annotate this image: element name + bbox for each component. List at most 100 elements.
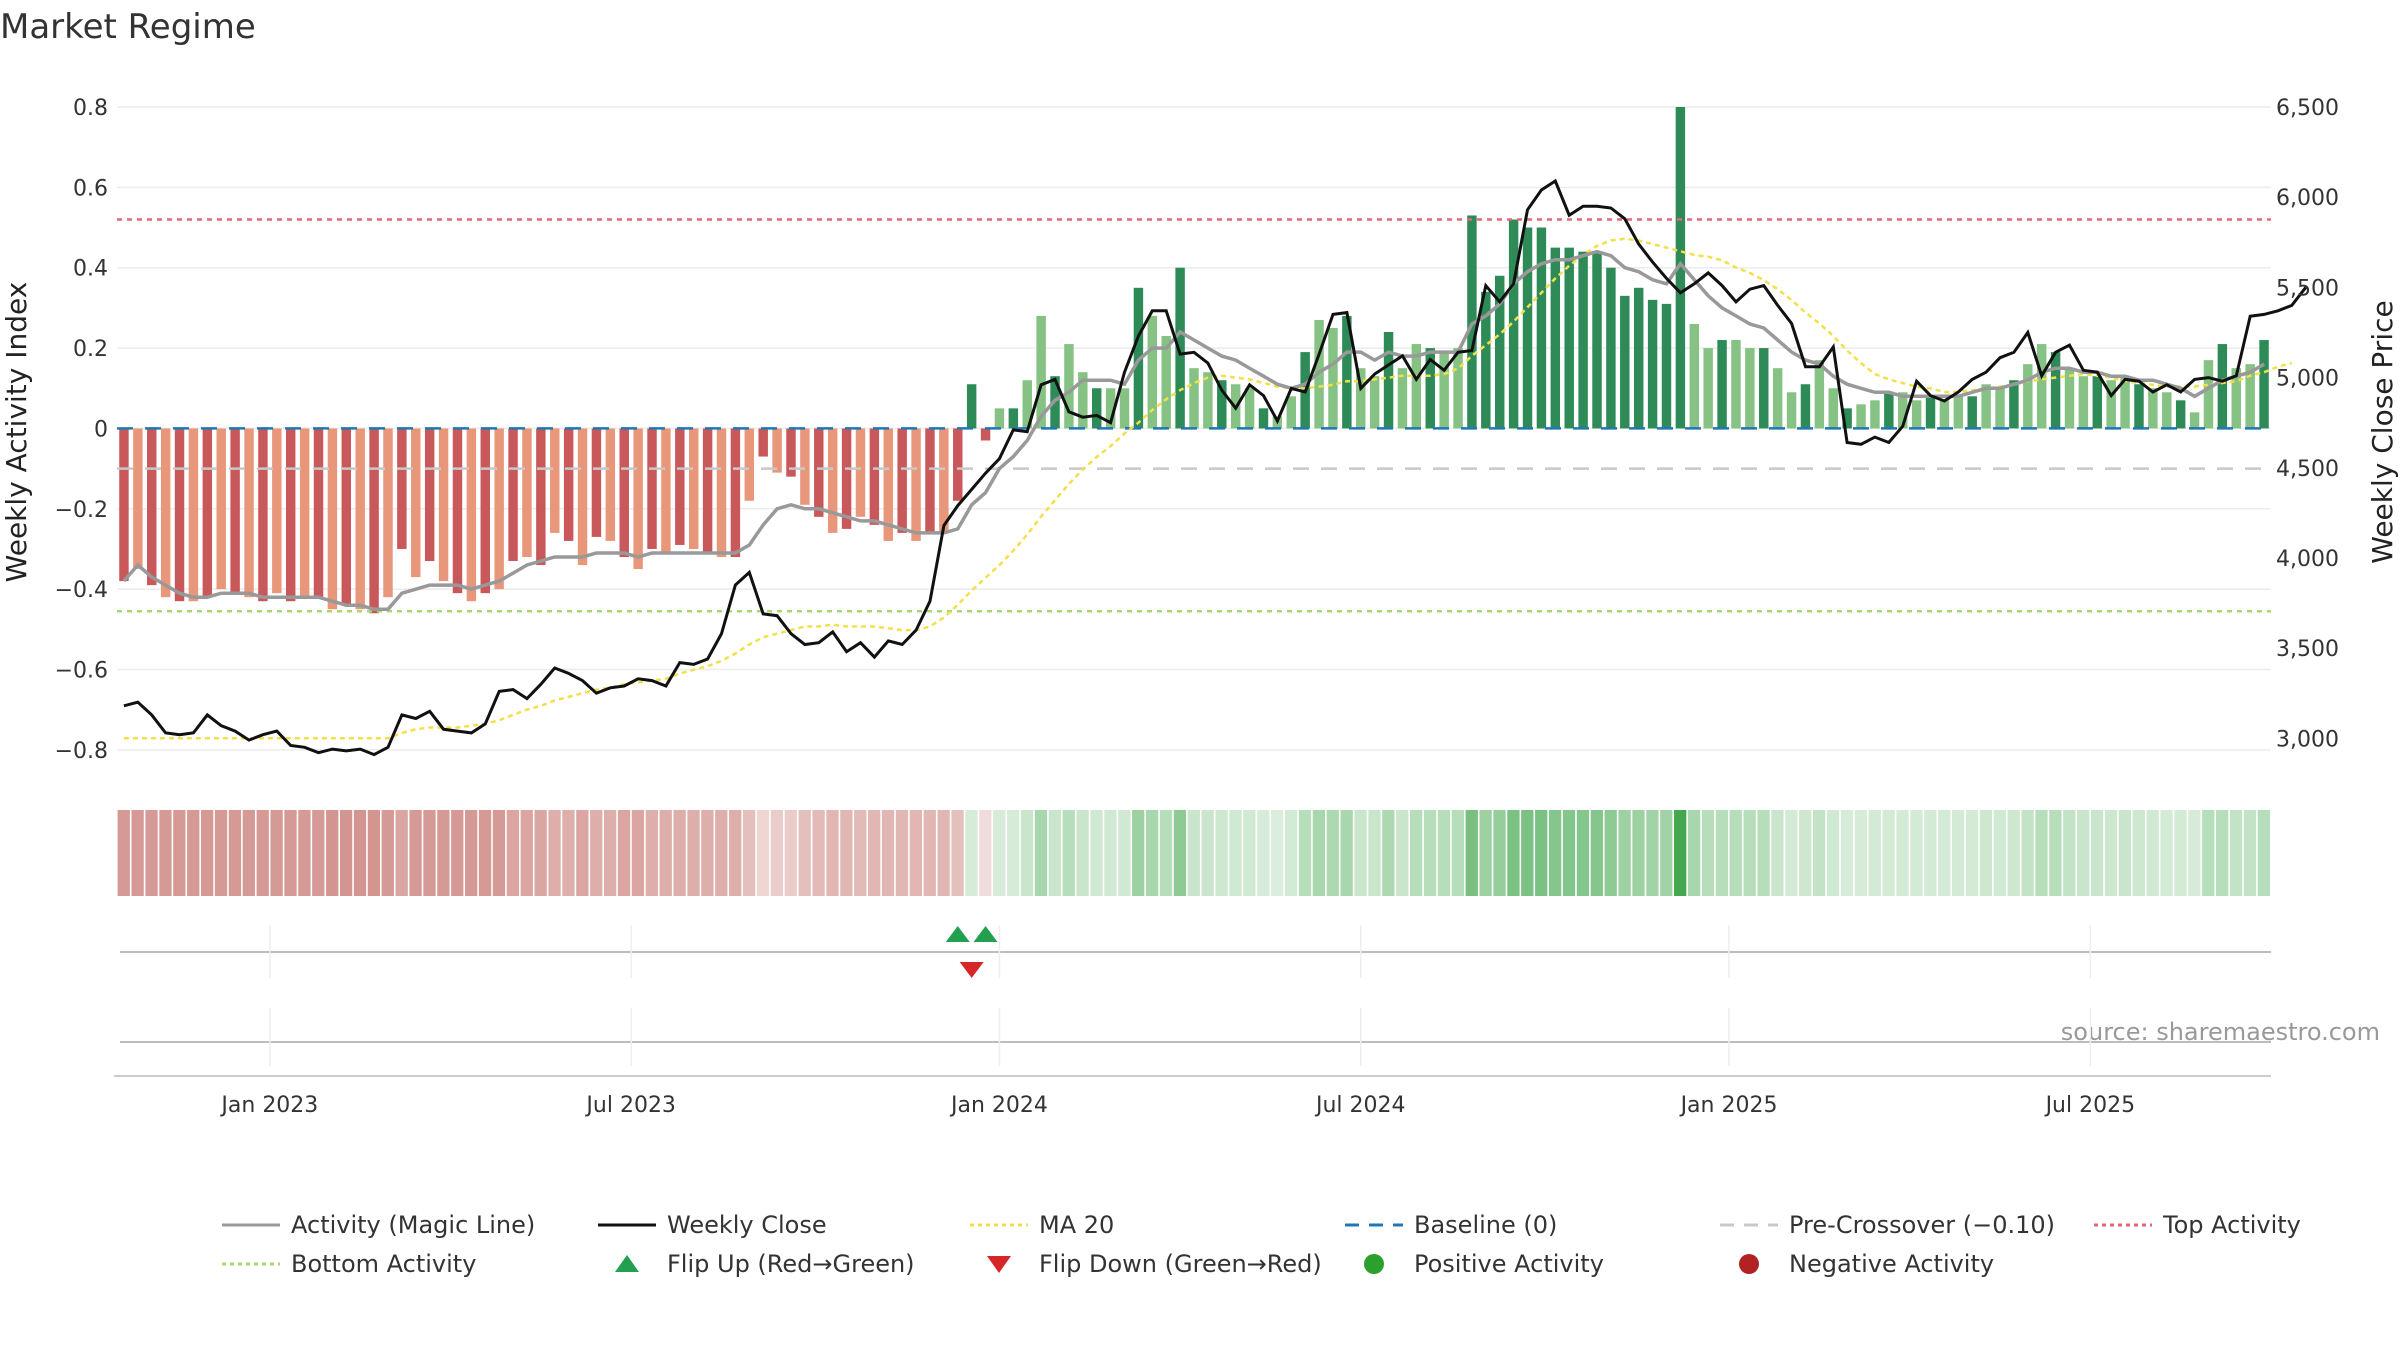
- activity-bar: [1161, 336, 1171, 429]
- activity-bar: [119, 428, 129, 582]
- activity-bar: [522, 428, 532, 558]
- heat-cell: [1215, 810, 1228, 896]
- activity-bar: [299, 428, 310, 598]
- heat-cell: [214, 810, 228, 896]
- heat-cell: [159, 810, 172, 896]
- heat-cell: [937, 810, 950, 896]
- activity-bar: [1870, 400, 1880, 429]
- heat-cell: [631, 810, 645, 896]
- heat-cell: [1159, 810, 1173, 896]
- y-right-tick-label: 5,500: [2276, 276, 2339, 301]
- activity-bar: [1508, 219, 1519, 429]
- activity-bar: [369, 428, 379, 614]
- activity-bar: [272, 428, 282, 594]
- heat-cell: [576, 810, 589, 896]
- heat-cell: [270, 810, 283, 896]
- activity-bar: [1953, 396, 1964, 429]
- heat-cell: [1201, 810, 1214, 896]
- legend-item: Positive Activity: [1364, 1250, 1604, 1278]
- heat-cell: [534, 810, 547, 896]
- activity-bar: [2148, 388, 2158, 429]
- x-tick-label: Jan 2023: [219, 1093, 318, 1118]
- heat-cell: [1924, 810, 1937, 896]
- activity-bar: [1383, 332, 1394, 429]
- heat-cell: [1034, 810, 1048, 896]
- legend-item: Weekly Close: [598, 1211, 827, 1239]
- activity-bar: [2134, 384, 2144, 429]
- heat-cell: [242, 810, 255, 896]
- heat-cell: [2243, 810, 2257, 896]
- heat-cell: [1298, 810, 1312, 896]
- activity-bar: [1689, 323, 1700, 429]
- activity-bar: [2036, 344, 2047, 429]
- activity-bar: [174, 428, 185, 602]
- activity-bar: [230, 428, 240, 594]
- heat-cell: [1243, 810, 1256, 896]
- activity-bar: [466, 428, 477, 602]
- heat-cell: [1882, 810, 1895, 896]
- heat-cell: [2132, 810, 2145, 896]
- heat-cell: [1479, 810, 1492, 896]
- heat-cell: [1132, 810, 1145, 896]
- heat-cell: [1604, 810, 1617, 896]
- heat-cell: [1493, 810, 1506, 896]
- activity-bar: [633, 428, 643, 570]
- activity-bar: [1397, 368, 1408, 429]
- activity-bar: [1369, 376, 1380, 429]
- heat-cell: [1396, 810, 1409, 896]
- y-left-axis-title: Weekly Activity Index: [0, 282, 33, 583]
- y-right-tick-label: 3,000: [2276, 727, 2339, 752]
- heat-cell: [826, 810, 839, 896]
- heat-cell: [367, 810, 381, 896]
- heat-cell: [895, 810, 909, 896]
- activity-bar: [994, 408, 1005, 429]
- activity-bar: [1981, 384, 1991, 429]
- activity-bar: [2175, 400, 2186, 429]
- series-lines-layer: [122, 178, 2307, 757]
- activity-bar: [1620, 295, 1630, 429]
- heat-cell: [173, 810, 186, 896]
- activity-bar: [855, 428, 866, 517]
- heat-cell: [1423, 810, 1437, 896]
- heat-cell: [1312, 810, 1326, 896]
- heat-cell: [1284, 810, 1298, 896]
- heat-cell: [2160, 810, 2173, 896]
- heat-cell: [1368, 810, 1381, 896]
- heat-cell: [1854, 810, 1867, 896]
- activity-bar: [619, 428, 629, 558]
- activity-bar: [1203, 372, 1213, 429]
- reference-lines-layer: [117, 218, 2271, 613]
- activity-bar: [730, 428, 741, 558]
- heat-cell: [840, 810, 853, 896]
- activity-bar: [758, 428, 768, 457]
- heat-cell: [2077, 810, 2090, 896]
- grid-layer: [117, 106, 2271, 751]
- heat-cell: [1062, 810, 1075, 896]
- heat-cell: [645, 810, 658, 896]
- x-tick-label: Jul 2023: [584, 1093, 676, 1118]
- heat-cell: [1229, 810, 1242, 896]
- legend-item: Pre-Crossover (−0.10): [1720, 1211, 2055, 1239]
- heat-cell: [2118, 810, 2132, 896]
- heat-cell: [1646, 810, 1659, 896]
- activity-bar: [1105, 388, 1116, 429]
- y-right-tick-label: 5,000: [2276, 367, 2339, 392]
- legend-label: Pre-Crossover (−0.10): [1789, 1211, 2055, 1239]
- activity-bar: [1842, 408, 1852, 429]
- y-right-tick-label: 6,500: [2276, 96, 2339, 121]
- activity-bar: [1091, 388, 1102, 429]
- activity-bar: [1286, 396, 1297, 429]
- heat-cell: [339, 810, 353, 896]
- heat-cell: [1840, 810, 1854, 896]
- legend-swatch: [1364, 1254, 1384, 1274]
- heat-cell: [1979, 810, 1993, 896]
- activity-bar: [285, 428, 296, 602]
- y-left-tick-label: 0: [94, 417, 108, 442]
- heat-cell: [187, 810, 200, 896]
- activity-bar: [1898, 392, 1908, 429]
- activity-bar: [1592, 251, 1602, 429]
- activity-bar: [980, 428, 991, 441]
- heat-cell: [1507, 810, 1520, 896]
- y-right-tick-label: 4,500: [2276, 457, 2339, 482]
- activity-bar: [869, 428, 880, 525]
